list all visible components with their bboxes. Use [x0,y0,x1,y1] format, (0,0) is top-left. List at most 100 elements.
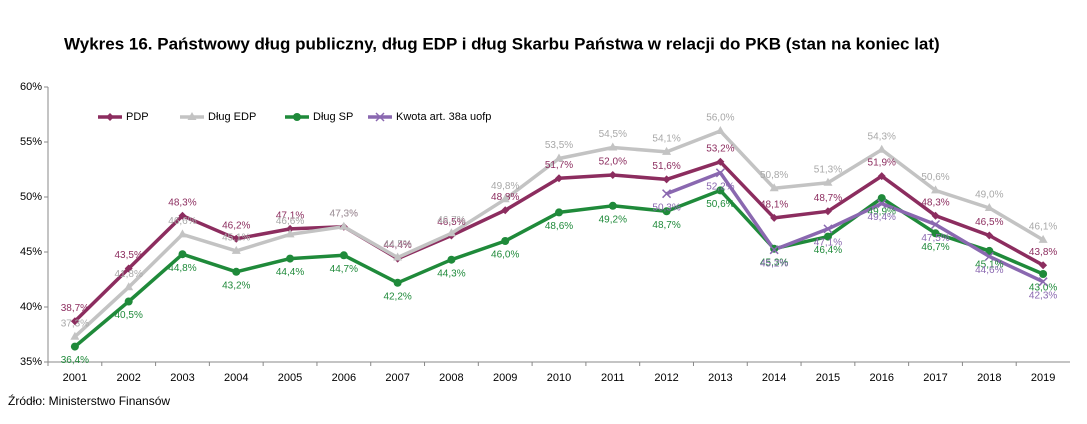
x-tick-label: 2009 [493,372,517,384]
y-tick-label: 40% [20,301,42,313]
value-label: 44,7% [330,264,358,275]
value-label: 51,3% [814,164,842,175]
legend-label: Kwota art. 38a uofp [396,111,491,123]
marker [823,224,833,234]
marker [662,146,672,155]
marker [555,208,563,217]
value-label: 46,5% [437,217,465,228]
value-label: 48,3% [921,197,949,208]
marker [608,171,617,179]
marker [877,144,887,153]
marker [232,267,241,276]
marker [985,246,994,255]
value-label: 44,3% [437,268,465,279]
marker [501,237,510,245]
value-label: 45,1% [975,260,1003,271]
value-label: 43,0% [1029,283,1057,294]
value-label: 44,4% [383,240,411,251]
marker [501,206,510,215]
x-tick-label: 2004 [224,372,248,384]
value-label: 51,9% [868,158,896,169]
marker [823,232,832,241]
value-label: 46,7% [437,215,465,226]
value-label: 52,0% [599,157,627,168]
value-label: 40,5% [115,310,143,321]
legend-label: PDP [126,111,149,123]
value-label: 52,2% [706,181,734,192]
value-label: 54,3% [868,131,896,142]
x-tick-label: 2016 [869,372,893,384]
value-label: 56,0% [706,113,734,124]
marker [770,244,779,253]
x-tick-label: 2008 [439,372,463,384]
value-label: 49,2% [599,214,627,225]
value-label: 36,4% [61,355,89,366]
marker [662,175,671,184]
y-tick-label: 60% [20,81,42,93]
x-tick-label: 2014 [762,372,786,384]
x-tick-label: 2019 [1031,372,1055,384]
value-label: 43,2% [222,280,250,291]
value-label: 47,5% [921,233,949,244]
marker [823,177,833,186]
marker [984,251,994,261]
marker [124,282,134,291]
marker [877,194,886,203]
value-label: 48,1% [760,200,788,211]
value-label: 50,6% [706,199,734,210]
chart-title: Wykres 16. Państwowy dług publiczny, dłu… [64,34,940,53]
marker [877,172,886,181]
value-label: 45,2% [760,258,788,269]
value-label: 44,4% [276,267,304,278]
x-tick-label: 2007 [385,372,409,384]
marker [339,251,348,260]
marker [293,113,301,121]
marker [446,228,456,237]
value-label: 43,5% [115,250,143,261]
value-label: 44,6% [975,265,1003,276]
marker [769,245,779,255]
value-label: 46,6% [168,216,196,227]
value-label: 43,8% [1029,247,1057,258]
marker [555,174,563,183]
marker [500,194,510,203]
marker [231,245,241,254]
y-tick-label: 50% [20,191,42,203]
y-tick-label: 55% [20,136,42,148]
value-label: 47,3% [330,208,358,219]
x-tick-label: 2001 [63,372,87,384]
value-label: 46,6% [276,216,304,227]
value-label: 44,5% [383,239,411,250]
x-tick-label: 2018 [977,372,1001,384]
marker [931,229,940,238]
marker [769,183,779,192]
x-tick-label: 2002 [116,372,140,384]
marker [178,250,187,259]
value-label: 46,4% [814,245,842,256]
marker [106,113,114,121]
value-label: 48,3% [168,197,196,208]
series-line [665,171,1044,284]
marker [554,153,564,162]
value-label: 41,8% [115,269,143,280]
value-label: 54,1% [652,134,680,145]
marker [715,126,725,134]
value-label: 46,5% [975,217,1003,228]
marker [178,211,187,220]
marker [662,189,672,199]
marker [770,213,779,222]
marker [877,199,887,209]
value-label: 48,7% [652,220,680,231]
marker [823,207,832,216]
marker [286,224,295,233]
value-label: 49,9% [868,207,896,218]
value-label: 44,8% [168,263,196,274]
marker [608,201,617,210]
value-label: 46,7% [921,242,949,253]
x-tick-label: 2013 [708,372,732,384]
x-tick-label: 2006 [332,372,356,384]
legend-label: Dług EDP [208,111,256,123]
value-label: 51,7% [545,160,573,171]
x-tick-label: 2011 [601,372,625,384]
value-label: 46,1% [1029,222,1057,233]
